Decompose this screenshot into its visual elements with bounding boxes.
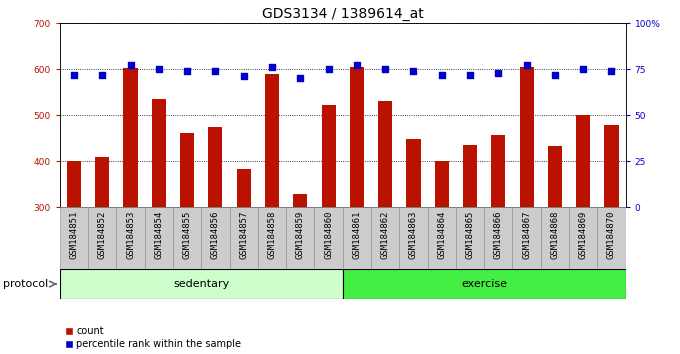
Bar bbox=[145, 207, 173, 269]
Point bbox=[182, 68, 192, 74]
Bar bbox=[95, 158, 109, 207]
Text: GSM184863: GSM184863 bbox=[409, 210, 418, 258]
Text: GSM184867: GSM184867 bbox=[522, 210, 531, 258]
Bar bbox=[576, 115, 590, 207]
Bar bbox=[520, 67, 534, 207]
Text: GSM184864: GSM184864 bbox=[437, 210, 446, 258]
Title: GDS3134 / 1389614_at: GDS3134 / 1389614_at bbox=[262, 7, 424, 21]
Text: GSM184858: GSM184858 bbox=[267, 210, 277, 258]
Bar bbox=[237, 169, 251, 207]
Text: GSM184856: GSM184856 bbox=[211, 210, 220, 258]
Text: GSM184859: GSM184859 bbox=[296, 210, 305, 258]
Bar bbox=[371, 207, 399, 269]
Text: GSM184870: GSM184870 bbox=[607, 210, 616, 258]
Text: GSM184866: GSM184866 bbox=[494, 210, 503, 258]
Text: sedentary: sedentary bbox=[173, 279, 229, 289]
Bar bbox=[605, 125, 619, 207]
Bar bbox=[265, 74, 279, 207]
Legend: count, percentile rank within the sample: count, percentile rank within the sample bbox=[65, 326, 241, 349]
Bar bbox=[88, 207, 116, 269]
Point bbox=[295, 75, 306, 81]
Bar bbox=[350, 67, 364, 207]
Bar bbox=[399, 207, 428, 269]
Text: exercise: exercise bbox=[461, 279, 507, 289]
Bar bbox=[407, 139, 420, 207]
Text: GSM184862: GSM184862 bbox=[381, 210, 390, 258]
Point bbox=[408, 68, 419, 74]
Point bbox=[578, 66, 589, 72]
Bar bbox=[286, 207, 314, 269]
Text: GSM184853: GSM184853 bbox=[126, 210, 135, 258]
Point bbox=[493, 70, 504, 75]
Text: protocol: protocol bbox=[3, 279, 49, 289]
Point bbox=[464, 72, 475, 78]
Bar bbox=[513, 207, 541, 269]
Bar bbox=[258, 207, 286, 269]
Bar bbox=[435, 161, 449, 207]
Text: GSM184855: GSM184855 bbox=[183, 210, 192, 258]
Point bbox=[210, 68, 221, 74]
Bar bbox=[230, 207, 258, 269]
Bar bbox=[67, 161, 81, 207]
Point bbox=[97, 72, 107, 78]
Bar bbox=[597, 207, 626, 269]
Text: GSM184860: GSM184860 bbox=[324, 210, 333, 258]
Point bbox=[606, 68, 617, 74]
Text: GSM184854: GSM184854 bbox=[154, 210, 163, 258]
Text: GSM184865: GSM184865 bbox=[466, 210, 475, 258]
Bar bbox=[152, 99, 166, 207]
Bar bbox=[463, 145, 477, 207]
Bar bbox=[569, 207, 597, 269]
Text: GSM184852: GSM184852 bbox=[98, 210, 107, 258]
Bar bbox=[428, 207, 456, 269]
Bar bbox=[116, 207, 145, 269]
Bar bbox=[343, 269, 626, 299]
Point bbox=[238, 74, 249, 79]
Point bbox=[521, 63, 532, 68]
Bar bbox=[343, 207, 371, 269]
Bar bbox=[484, 207, 513, 269]
Text: GSM184869: GSM184869 bbox=[579, 210, 588, 258]
Point bbox=[154, 66, 165, 72]
Point bbox=[549, 72, 560, 78]
Bar bbox=[491, 135, 505, 207]
Bar bbox=[378, 101, 392, 207]
Bar bbox=[208, 127, 222, 207]
Bar bbox=[180, 133, 194, 207]
Point bbox=[437, 72, 447, 78]
Point bbox=[323, 66, 334, 72]
Point bbox=[379, 66, 390, 72]
Bar bbox=[541, 207, 569, 269]
Point bbox=[125, 63, 136, 68]
Bar bbox=[201, 207, 230, 269]
Bar bbox=[173, 207, 201, 269]
Bar bbox=[293, 194, 307, 207]
Point bbox=[69, 72, 80, 78]
Bar bbox=[322, 105, 336, 207]
Text: GSM184851: GSM184851 bbox=[69, 210, 78, 258]
Text: GSM184861: GSM184861 bbox=[352, 210, 361, 258]
Bar bbox=[456, 207, 484, 269]
Text: GSM184857: GSM184857 bbox=[239, 210, 248, 258]
Point bbox=[267, 64, 277, 70]
Point bbox=[352, 63, 362, 68]
Bar bbox=[548, 146, 562, 207]
Bar bbox=[60, 269, 343, 299]
Bar bbox=[60, 207, 88, 269]
Bar bbox=[124, 68, 137, 207]
Text: GSM184868: GSM184868 bbox=[550, 210, 560, 258]
Bar bbox=[314, 207, 343, 269]
